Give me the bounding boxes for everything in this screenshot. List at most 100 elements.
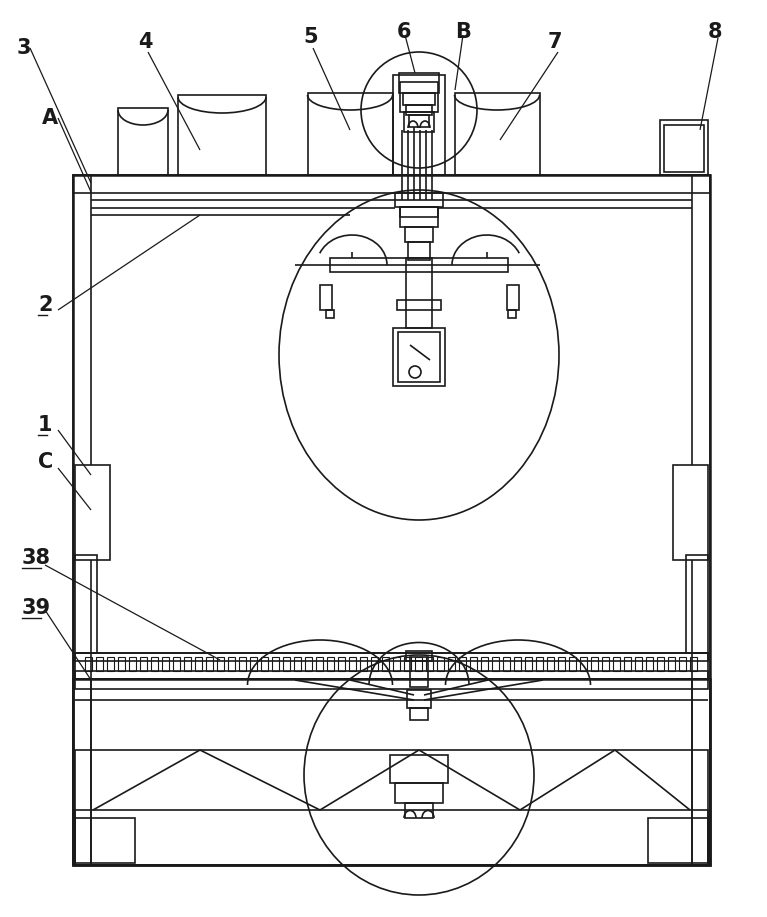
Bar xyxy=(206,657,213,671)
Bar xyxy=(73,175,710,193)
Bar xyxy=(85,657,92,671)
Bar xyxy=(75,653,708,661)
Text: A: A xyxy=(42,108,58,128)
Bar xyxy=(397,300,441,310)
Bar xyxy=(178,95,266,175)
Bar xyxy=(129,657,136,671)
Bar xyxy=(73,175,710,865)
Bar xyxy=(448,657,455,671)
Bar xyxy=(580,657,587,671)
Bar xyxy=(673,465,708,560)
Bar xyxy=(569,657,576,671)
Bar xyxy=(308,93,393,175)
Bar xyxy=(591,657,598,671)
Bar xyxy=(272,657,279,671)
Bar xyxy=(410,708,428,720)
Bar xyxy=(390,755,448,783)
Bar xyxy=(415,657,422,671)
Bar xyxy=(400,207,438,217)
Bar xyxy=(96,657,103,671)
Bar xyxy=(294,657,301,671)
Bar xyxy=(73,175,91,865)
Bar xyxy=(437,657,444,671)
Bar xyxy=(613,657,620,671)
Bar xyxy=(525,657,532,671)
Bar xyxy=(503,657,510,671)
Bar xyxy=(660,120,708,175)
Bar xyxy=(140,657,147,671)
Text: C: C xyxy=(38,452,53,472)
Bar xyxy=(408,242,430,260)
Bar xyxy=(73,679,710,865)
Bar xyxy=(635,657,642,671)
Bar xyxy=(404,657,411,671)
Text: B: B xyxy=(455,22,471,42)
Bar xyxy=(73,679,91,865)
Bar xyxy=(686,555,708,653)
Bar xyxy=(514,657,521,671)
Bar xyxy=(395,783,443,803)
Bar xyxy=(400,207,438,227)
Bar xyxy=(507,285,519,310)
Text: 2: 2 xyxy=(38,295,52,315)
Bar xyxy=(470,657,477,671)
Bar xyxy=(624,657,631,671)
Bar xyxy=(75,465,110,560)
Bar xyxy=(398,332,440,382)
Text: 1: 1 xyxy=(38,415,52,435)
Bar xyxy=(648,818,708,863)
Bar xyxy=(405,227,433,242)
Bar xyxy=(75,671,708,679)
Bar xyxy=(75,750,708,865)
Bar xyxy=(406,651,432,661)
Bar xyxy=(407,690,431,708)
Bar xyxy=(558,657,565,671)
Bar xyxy=(107,657,114,671)
Bar xyxy=(403,93,435,105)
Bar xyxy=(320,285,332,310)
Bar xyxy=(338,657,345,671)
Bar xyxy=(455,93,540,175)
Bar xyxy=(508,310,516,318)
Bar xyxy=(646,657,653,671)
Bar xyxy=(151,657,158,671)
Text: 5: 5 xyxy=(303,27,318,47)
Bar xyxy=(75,810,708,865)
Bar xyxy=(118,657,125,671)
Bar xyxy=(547,657,554,671)
Bar xyxy=(360,657,367,671)
Bar xyxy=(195,657,202,671)
Bar xyxy=(395,193,443,207)
Text: 4: 4 xyxy=(138,32,153,52)
Bar xyxy=(602,657,609,671)
Bar xyxy=(382,657,389,671)
Bar xyxy=(393,328,445,386)
Bar xyxy=(409,115,429,127)
Bar xyxy=(239,657,246,671)
Text: 38: 38 xyxy=(22,548,51,568)
Bar xyxy=(228,657,235,671)
Bar xyxy=(184,657,191,671)
Bar xyxy=(330,258,508,272)
Bar xyxy=(75,679,708,689)
Text: 39: 39 xyxy=(22,598,51,618)
Bar xyxy=(316,657,323,671)
Bar xyxy=(349,657,356,671)
Bar xyxy=(459,657,466,671)
Bar xyxy=(393,657,400,671)
Bar xyxy=(692,679,710,865)
Bar xyxy=(173,657,180,671)
Bar xyxy=(404,112,434,132)
Bar xyxy=(305,657,312,671)
Bar xyxy=(250,657,257,671)
Bar xyxy=(481,657,488,671)
Bar xyxy=(426,657,433,671)
Text: 3: 3 xyxy=(17,38,31,58)
Bar xyxy=(399,73,439,93)
Bar xyxy=(657,657,664,671)
Bar xyxy=(261,657,268,671)
Bar xyxy=(75,653,708,679)
Bar xyxy=(690,657,697,671)
Bar xyxy=(327,657,334,671)
Bar xyxy=(326,310,334,318)
